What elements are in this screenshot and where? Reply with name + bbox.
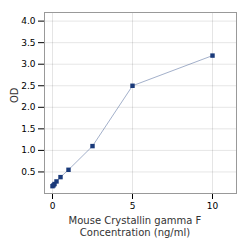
svg-text:10: 10: [207, 201, 219, 211]
svg-text:2.5: 2.5: [21, 81, 35, 91]
html-text:Mouse Crystallin gamma F Conce: Mouse Crystallin gamma F Concentration (…: [68, 215, 202, 238]
svg-text:2.0: 2.0: [21, 102, 36, 112]
svg-text:4.0: 4.0: [21, 16, 36, 26]
svg-text:3.0: 3.0: [21, 59, 36, 69]
svg-text:1.5: 1.5: [21, 124, 35, 134]
svg-text:1.0: 1.0: [21, 145, 36, 155]
svg-text:3.5: 3.5: [21, 38, 35, 48]
svg-text:OD: OD: [9, 87, 20, 103]
svg-text:5: 5: [130, 201, 136, 211]
svg-text:0.5: 0.5: [21, 167, 35, 177]
svg-text:0: 0: [50, 201, 56, 211]
